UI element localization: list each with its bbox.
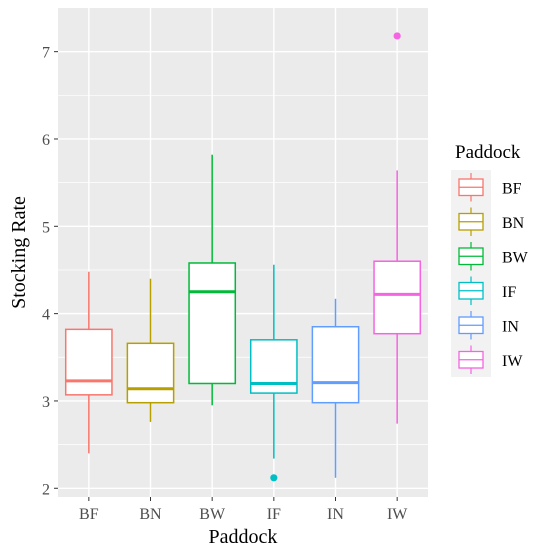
x-axis-label: Paddock bbox=[209, 526, 278, 548]
legend-item-in: IN bbox=[451, 308, 519, 343]
legend-item-bn: BN bbox=[451, 204, 525, 239]
x-axis-ticks: BF BN BW IF IN IW bbox=[79, 497, 408, 523]
x-tick-label: IN bbox=[327, 506, 344, 523]
legend-title: Paddock bbox=[455, 142, 521, 163]
plot-panel bbox=[58, 8, 428, 497]
box-bn bbox=[126, 278, 175, 422]
y-tick-label: 3 bbox=[42, 394, 50, 411]
box-iqr bbox=[311, 325, 360, 404]
y-axis-ticks: 2 3 4 5 6 7 bbox=[42, 45, 58, 498]
y-tick-label: 7 bbox=[42, 45, 50, 62]
x-tick-label: BW bbox=[199, 506, 226, 523]
legend-label: BW bbox=[502, 249, 529, 266]
legend-label: BN bbox=[502, 215, 525, 232]
legend: Paddock BF BN BW IF IN IW bbox=[451, 142, 529, 377]
legend-item-bw: BW bbox=[451, 239, 529, 274]
legend-item-iw: IW bbox=[451, 342, 523, 377]
legend-label: IN bbox=[502, 318, 519, 335]
x-tick-label: IF bbox=[267, 506, 281, 523]
x-tick-label: BN bbox=[139, 506, 162, 523]
y-axis-label: Stocking Rate bbox=[8, 196, 30, 309]
box-iqr bbox=[188, 262, 237, 385]
x-tick-label: IW bbox=[387, 506, 408, 523]
outlier-point bbox=[270, 474, 278, 482]
y-tick-label: 5 bbox=[42, 219, 50, 236]
box-bw bbox=[188, 154, 237, 406]
y-tick-label: 6 bbox=[42, 132, 50, 149]
box-iqr bbox=[64, 328, 113, 396]
box-bf bbox=[64, 271, 113, 454]
grid-minor bbox=[58, 94, 428, 445]
box-in bbox=[311, 298, 360, 478]
box-if bbox=[249, 264, 298, 482]
boxes bbox=[64, 32, 422, 482]
x-tick-label: BF bbox=[79, 506, 99, 523]
y-tick-label: 2 bbox=[42, 481, 50, 498]
legend-label: BF bbox=[502, 180, 522, 197]
box-iqr bbox=[126, 342, 175, 404]
box-iqr bbox=[249, 339, 298, 394]
y-tick-label: 4 bbox=[42, 307, 50, 324]
legend-label: IW bbox=[502, 353, 523, 370]
box-iw bbox=[373, 32, 422, 424]
legend-label: IF bbox=[502, 284, 516, 301]
legend-item-bf: BF bbox=[451, 170, 522, 205]
legend-item-if: IF bbox=[451, 273, 516, 308]
outlier-point bbox=[393, 32, 401, 40]
box-iqr bbox=[373, 260, 422, 335]
